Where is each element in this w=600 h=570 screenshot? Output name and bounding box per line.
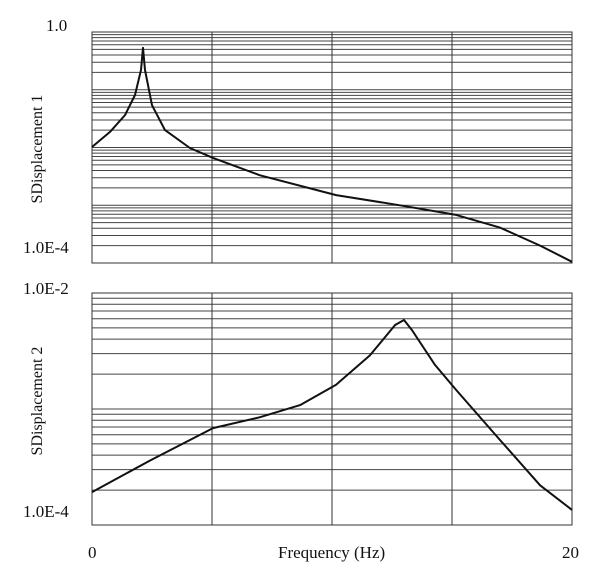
series-line-1 [91,46,573,263]
plot-frame [91,292,573,526]
xtick-max: 20 [562,543,579,562]
plot-frame [91,31,573,264]
top-ytick-min: 1.0E-4 [23,238,69,257]
top-ytick-max: 1.0 [46,16,68,35]
xlabel: Frequency (Hz) [278,543,386,562]
series-line-2 [91,319,573,511]
top-ylabel: SDisplacement 1 [29,94,46,204]
xtick-min: 0 [88,543,97,562]
bottom-ytick-min: 1.0E-4 [23,502,69,521]
bottom-ytick-max: 1.0E-2 [23,279,69,298]
bottom-ylabel: SDisplacement 2 [29,346,46,456]
